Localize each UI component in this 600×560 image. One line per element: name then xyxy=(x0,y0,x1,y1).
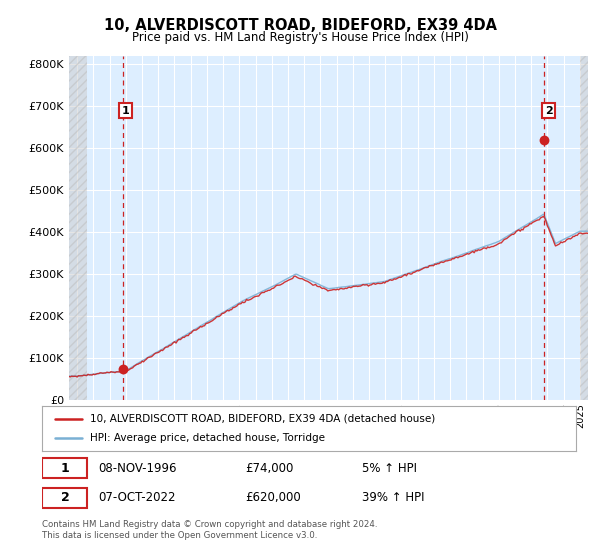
Point xyxy=(539,136,548,144)
Text: 39% ↑ HPI: 39% ↑ HPI xyxy=(362,491,425,504)
Text: Price paid vs. HM Land Registry's House Price Index (HPI): Price paid vs. HM Land Registry's House … xyxy=(131,31,469,44)
FancyBboxPatch shape xyxy=(42,458,88,478)
Text: 5% ↑ HPI: 5% ↑ HPI xyxy=(362,462,418,475)
Bar xyxy=(69,56,86,400)
Text: 07-OCT-2022: 07-OCT-2022 xyxy=(98,491,176,504)
Point xyxy=(119,365,128,374)
Text: 10, ALVERDISCOTT ROAD, BIDEFORD, EX39 4DA: 10, ALVERDISCOTT ROAD, BIDEFORD, EX39 4D… xyxy=(104,18,497,34)
Text: 10, ALVERDISCOTT ROAD, BIDEFORD, EX39 4DA (detached house): 10, ALVERDISCOTT ROAD, BIDEFORD, EX39 4D… xyxy=(90,413,436,423)
Text: 2: 2 xyxy=(545,106,553,115)
Text: 2: 2 xyxy=(61,491,70,504)
Text: HPI: Average price, detached house, Torridge: HPI: Average price, detached house, Torr… xyxy=(90,433,325,444)
Text: 1: 1 xyxy=(61,462,70,475)
Text: 1: 1 xyxy=(122,106,130,115)
FancyBboxPatch shape xyxy=(42,488,88,508)
Text: Contains HM Land Registry data © Crown copyright and database right 2024.
This d: Contains HM Land Registry data © Crown c… xyxy=(42,520,377,540)
Bar xyxy=(580,56,588,400)
Bar xyxy=(69,56,86,400)
Text: £620,000: £620,000 xyxy=(245,491,301,504)
Text: 08-NOV-1996: 08-NOV-1996 xyxy=(98,462,176,475)
Text: £74,000: £74,000 xyxy=(245,462,293,475)
